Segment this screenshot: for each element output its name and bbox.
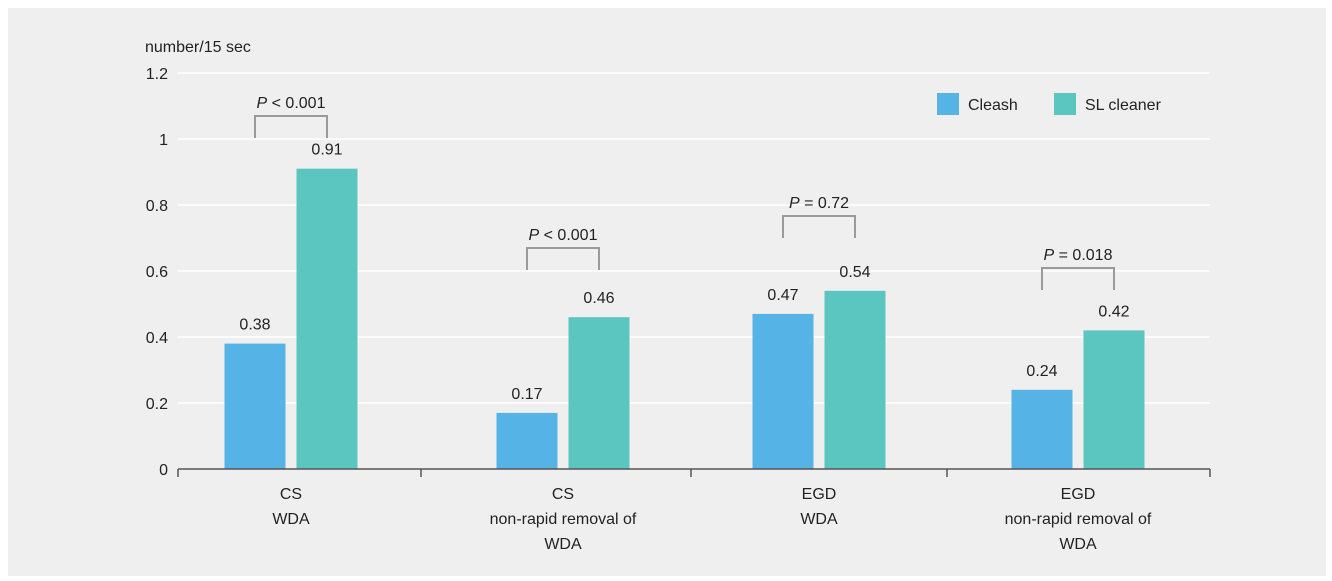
category-label: CS — [552, 486, 574, 503]
data-label: 0.91 — [311, 142, 342, 159]
legend-swatch-sl-cleaner — [1054, 93, 1076, 115]
bar-cleash — [224, 343, 286, 469]
bar-cleash — [1011, 389, 1073, 469]
data-label: 0.54 — [839, 264, 870, 281]
y-tick-label: 1 — [159, 132, 168, 149]
category-label: WDA — [544, 536, 582, 553]
legend-label-cleash: Cleash — [968, 97, 1018, 114]
bar-cleash — [752, 313, 814, 469]
bar-cleash — [496, 412, 558, 469]
y-tick-label: 1.2 — [146, 66, 168, 83]
p-value-annotation: P = 0.018 — [1044, 247, 1113, 264]
bar-sl-cleaner — [568, 317, 630, 469]
category-label: CS — [280, 486, 302, 503]
y-tick-label: 0.2 — [146, 396, 168, 413]
significance-bracket — [254, 115, 328, 138]
data-label: 0.47 — [767, 287, 798, 304]
significance-bracket — [782, 215, 856, 238]
legend-label-sl-cleaner: SL cleaner — [1085, 97, 1162, 114]
category-label: EGD — [1061, 486, 1096, 503]
data-label: 0.46 — [583, 290, 614, 307]
y-tick-label: 0 — [159, 462, 168, 479]
category-label: EGD — [802, 486, 837, 503]
data-label: 0.17 — [511, 386, 542, 403]
y-tick-label: 0.6 — [146, 264, 168, 281]
category-label: non-rapid removal of — [490, 511, 637, 528]
category-label: non-rapid removal of — [1005, 511, 1152, 528]
significance-bracket — [1041, 267, 1115, 290]
bar-sl-cleaner — [1083, 330, 1145, 469]
p-value-annotation: P < 0.001 — [529, 227, 598, 244]
y-axis-label: number/15 sec — [145, 39, 251, 56]
data-label: 0.42 — [1098, 303, 1129, 320]
category-label: WDA — [800, 511, 838, 528]
y-tick-label: 0.4 — [146, 330, 168, 347]
category-label: WDA — [272, 511, 310, 528]
legend-swatch-cleash — [937, 93, 959, 115]
data-label: 0.24 — [1026, 363, 1057, 380]
p-value-annotation: P = 0.72 — [789, 195, 849, 212]
bar-sl-cleaner — [296, 168, 358, 469]
significance-bracket — [526, 247, 600, 270]
category-label: WDA — [1059, 536, 1097, 553]
p-value-annotation: P < 0.001 — [257, 95, 326, 112]
chart-panel — [8, 8, 1326, 576]
y-tick-label: 0.8 — [146, 198, 168, 215]
bar-sl-cleaner — [824, 290, 886, 469]
data-label: 0.38 — [239, 317, 270, 334]
